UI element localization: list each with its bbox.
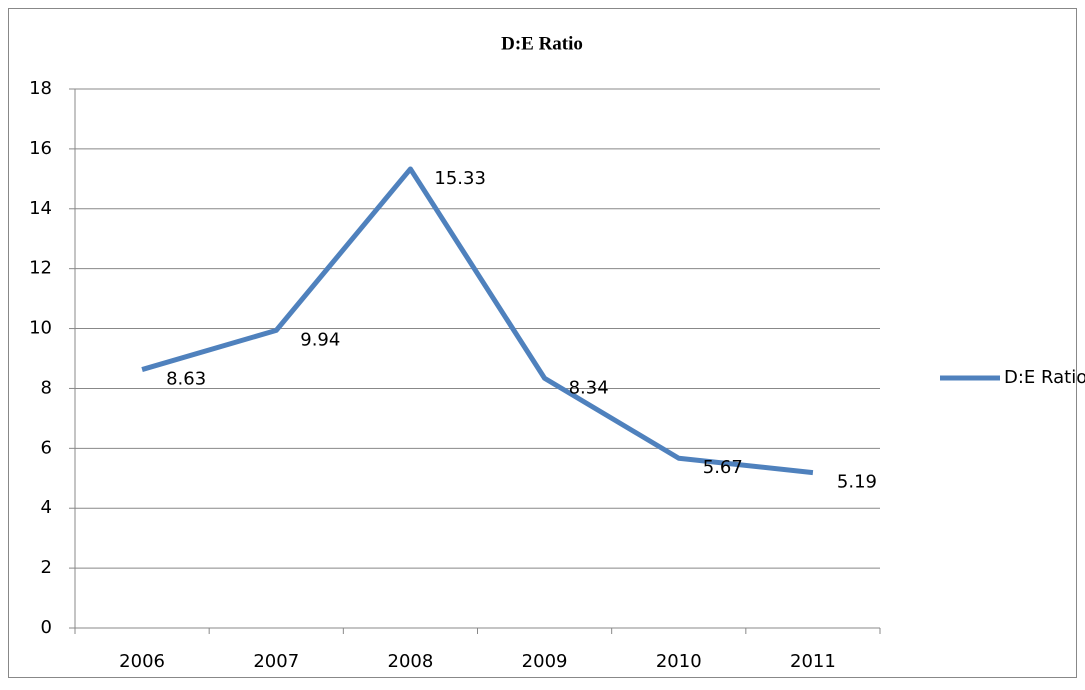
y-tick-label: 0 xyxy=(41,617,52,638)
x-tick-label: 2006 xyxy=(119,651,165,672)
data-label: 9.94 xyxy=(300,329,340,350)
chart-title: D:E Ratio xyxy=(501,33,583,54)
chart-border xyxy=(8,8,1077,678)
y-tick-label: 8 xyxy=(41,377,52,398)
y-tick-label: 14 xyxy=(29,198,52,219)
legend-label: D:E Ratio xyxy=(1004,367,1085,388)
y-tick-label: 12 xyxy=(29,258,52,279)
x-tick-label: 2010 xyxy=(656,651,702,672)
data-label: 8.63 xyxy=(166,369,206,390)
x-tick-label: 2009 xyxy=(522,651,568,672)
data-label: 5.19 xyxy=(837,472,877,493)
x-tick-label: 2007 xyxy=(253,651,299,672)
data-label: 15.33 xyxy=(434,168,486,189)
y-tick-label: 10 xyxy=(29,318,52,339)
y-tick-label: 6 xyxy=(41,437,52,458)
data-label: 8.34 xyxy=(569,377,609,398)
x-tick-label: 2011 xyxy=(790,651,836,672)
data-line xyxy=(141,166,814,476)
x-tick-label: 2008 xyxy=(388,651,434,672)
y-tick-label: 2 xyxy=(41,557,52,578)
y-tick-label: 16 xyxy=(29,138,52,159)
y-tick-label: 18 xyxy=(29,78,52,99)
data-label: 5.67 xyxy=(703,457,743,478)
y-tick-label: 4 xyxy=(41,497,52,518)
